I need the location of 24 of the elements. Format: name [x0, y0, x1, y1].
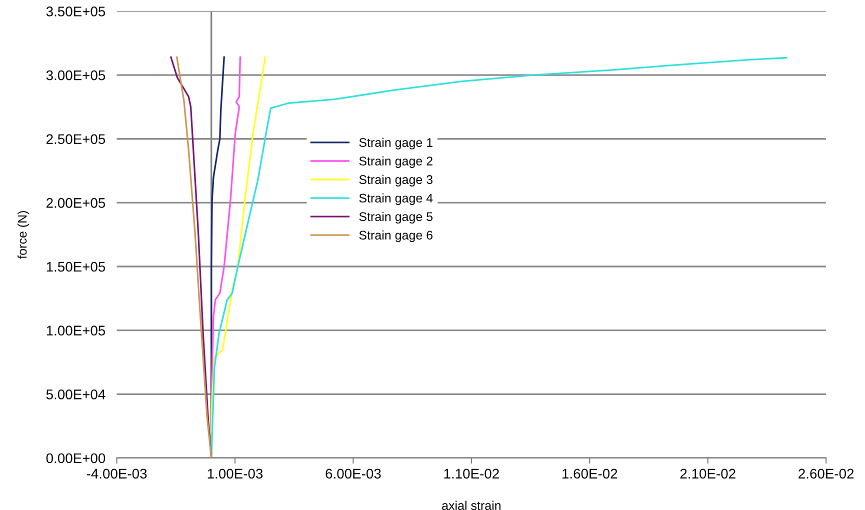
x-tick-label: -4.00E-03 [86, 468, 147, 479]
x-tick-label: 6.00E-03 [326, 468, 381, 479]
x-tick-label: 2.10E-02 [680, 468, 736, 479]
y-tick-label: 0.00E+00 [46, 453, 106, 464]
y-tick-label: 1.00E+05 [46, 326, 106, 336]
legend-label: Strain gage 3 [359, 174, 433, 186]
legend-label: Strain gage 5 [359, 212, 433, 224]
y-tick-label: 3.00E+05 [46, 70, 106, 80]
y-tick-label: 2.00E+05 [46, 198, 106, 208]
y-tick-label: 1.50E+05 [46, 262, 106, 272]
x-tick-label: 2.60E-02 [798, 468, 854, 479]
y-tick-label: 5.00E+04 [46, 389, 106, 400]
legend-label: Strain gage 6 [359, 230, 433, 242]
legend-label: Strain gage 1 [359, 138, 432, 150]
y-axis-title: force (N) [17, 211, 30, 259]
x-tick-label: 1.00E-03 [208, 468, 263, 479]
line-series [210, 56, 788, 458]
legend-label: Strain gage 4 [359, 193, 433, 206]
legend-label: Strain gage 2 [359, 156, 432, 168]
y-tick-label: 2.50E+05 [46, 134, 106, 144]
y-tick-label: 3.50E+05 [46, 6, 106, 16]
x-axis-title: axial strain [442, 500, 500, 510]
x-tick-label: 1.60E-02 [562, 468, 618, 479]
x-tick-label: 1.10E-02 [444, 468, 499, 479]
